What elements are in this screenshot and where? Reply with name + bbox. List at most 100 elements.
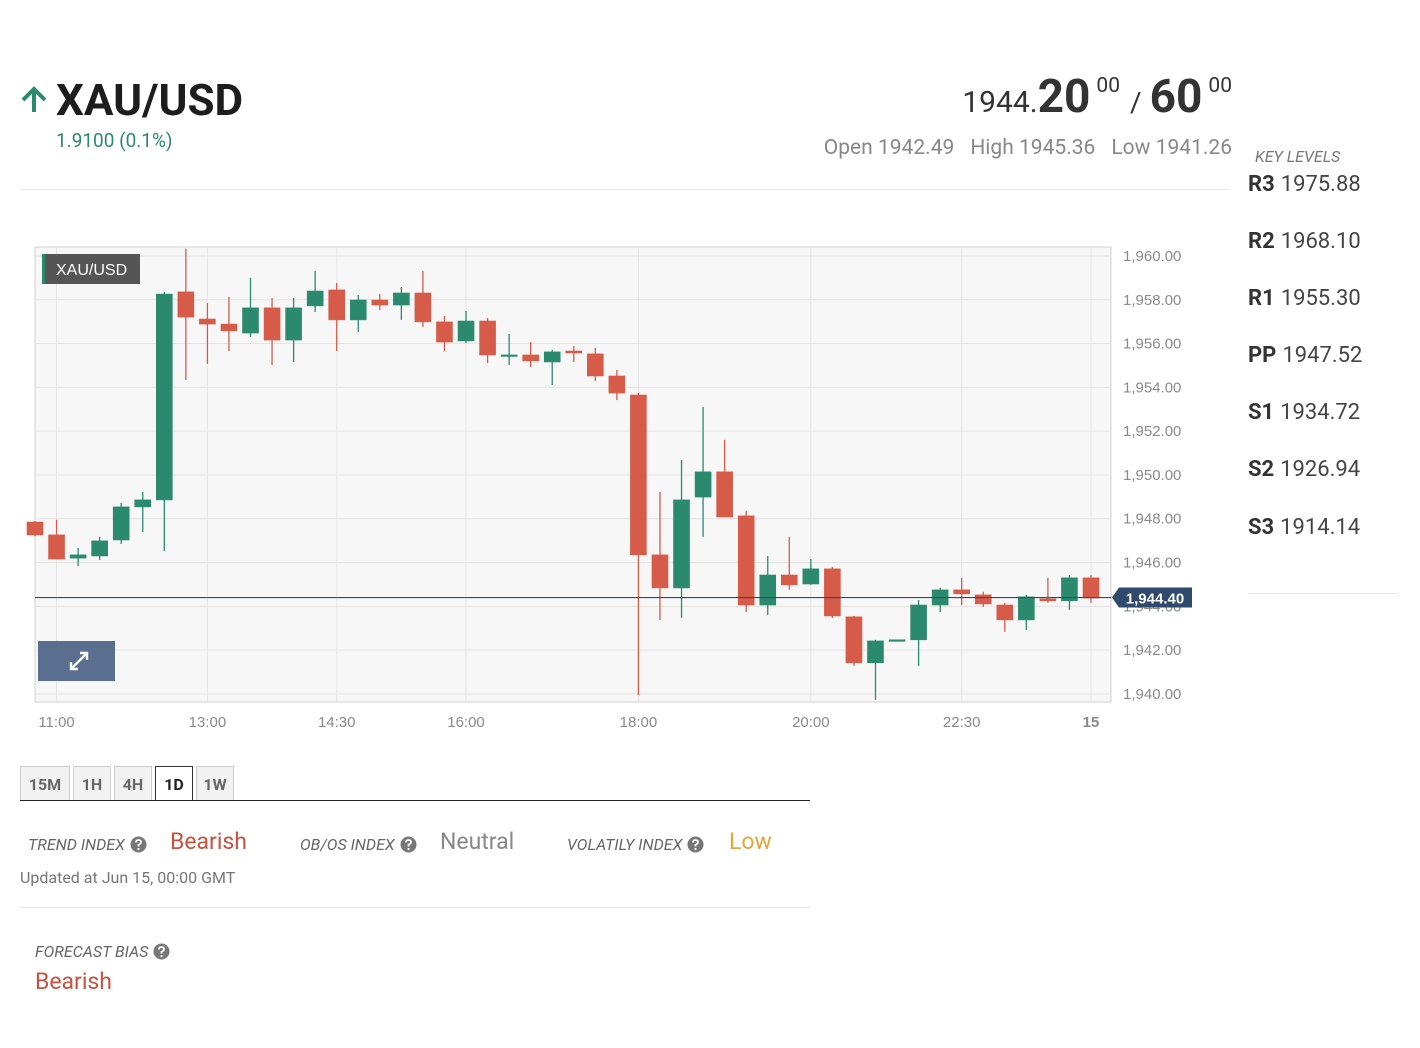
x-tick-label: 15 — [1083, 714, 1100, 731]
candle-body — [500, 354, 518, 357]
index-label-text: TREND INDEX — [28, 835, 125, 854]
candle-body — [436, 321, 453, 343]
stat-value: 1941.26 — [1155, 136, 1232, 160]
candle-body — [673, 499, 690, 589]
timeframe-tab[interactable]: 4H — [114, 766, 152, 800]
candle-body — [630, 394, 647, 556]
timeframe-tab[interactable]: 1D — [155, 766, 193, 800]
updated: Updated at Jun 15, 00:00 GMT — [20, 868, 236, 887]
candle-body — [134, 499, 152, 508]
level-name: S3 — [1248, 515, 1275, 540]
key-levels-title: KEY LEVELS — [1255, 147, 1341, 166]
candle-body — [177, 291, 195, 318]
candle-body — [1082, 577, 1100, 599]
candle-body — [393, 292, 410, 306]
candle-body — [242, 307, 259, 334]
candle-body — [112, 506, 130, 541]
help-icon[interactable] — [130, 836, 147, 853]
candle-body — [694, 471, 712, 498]
candle-body — [953, 589, 970, 595]
forecast-label-text: FORECAST BIAS — [35, 942, 149, 961]
stat: High 1945.36 — [970, 136, 1095, 160]
candle-body — [759, 574, 777, 606]
index-value: Bearish — [170, 828, 247, 855]
ask-small: 00 — [1208, 74, 1232, 98]
index-label-text: OB/OS INDEX — [300, 835, 395, 854]
candle-body — [69, 554, 87, 559]
index-label: OB/OS INDEX — [300, 835, 417, 854]
level-name: R1 — [1248, 286, 1275, 311]
stat-value: 1945.36 — [1018, 136, 1096, 160]
y-tick-label: 1,950.00 — [1123, 467, 1181, 484]
candle-body — [522, 354, 539, 362]
candle-body — [1018, 596, 1035, 621]
bid-small: 00 — [1096, 74, 1121, 98]
forecast-label: FORECAST BIAS — [35, 942, 170, 961]
ask-big: 60 — [1149, 70, 1203, 124]
help-icon[interactable] — [153, 943, 170, 960]
index-value: Low — [729, 828, 772, 855]
candle-body — [1061, 577, 1078, 602]
candle-body — [91, 540, 108, 557]
candle-body — [328, 289, 346, 321]
level-name: R2 — [1248, 229, 1275, 254]
legend-accent — [42, 254, 45, 284]
x-tick-label: 18:00 — [620, 714, 658, 731]
level-value: 1975.88 — [1280, 172, 1361, 197]
candle-body — [199, 318, 216, 325]
candle-body — [996, 604, 1014, 621]
candle-body — [414, 292, 432, 323]
candle-body — [888, 639, 906, 642]
y-tick-label: 1,948.00 — [1123, 511, 1181, 528]
y-tick-label: 1,946.00 — [1123, 555, 1181, 572]
up-arrow-icon — [21, 86, 47, 112]
stats: Open 1942.49 High 1945.36 Low 1941.26 — [808, 136, 1232, 160]
candle-body — [651, 554, 669, 589]
x-tick-label: 20:00 — [792, 714, 830, 731]
key-level: R1 1955.30 — [1248, 286, 1361, 311]
candle-body — [867, 640, 884, 664]
stat-label: Open — [823, 136, 873, 160]
chart: 1,940.001,942.001,944.001,946.001,948.00… — [26, 246, 1192, 731]
candle-body — [802, 568, 820, 585]
help-icon[interactable] — [400, 836, 417, 853]
candle-body — [974, 594, 992, 605]
timeframe-tab[interactable]: 15M — [20, 766, 70, 800]
key-level: S2 1926.94 — [1248, 457, 1360, 482]
timeframe-tabs: 15M 1H 4H 1D 1W — [20, 766, 237, 800]
key-level: R3 1975.88 — [1248, 172, 1361, 197]
change: 1.9100 (0.1%) — [56, 129, 173, 152]
expand-icon — [69, 651, 89, 671]
help-icon[interactable] — [687, 836, 704, 853]
divider — [20, 189, 1230, 190]
candle-body — [306, 290, 324, 307]
tabs-underline — [20, 800, 810, 801]
timeframe-tab[interactable]: 1H — [73, 766, 111, 800]
timeframe-tab[interactable]: 1W — [196, 766, 234, 800]
level-name: PP — [1248, 343, 1277, 368]
symbol: XAU/USD — [56, 74, 244, 126]
y-tick-label: 1,942.00 — [1123, 642, 1181, 659]
bid-big: 20 — [1037, 70, 1091, 124]
y-tick-label: 1,940.00 — [1123, 686, 1181, 703]
candle-body — [608, 375, 626, 394]
level-value: 1955.30 — [1280, 286, 1361, 311]
candle-body — [716, 471, 733, 518]
candle-body — [26, 521, 44, 536]
candle-body — [737, 515, 755, 606]
candle-body — [565, 350, 583, 354]
level-value: 1968.10 — [1280, 229, 1361, 254]
legend-label: XAU/USD — [56, 262, 127, 279]
level-name: S2 — [1248, 457, 1275, 482]
level-value: 1934.72 — [1280, 400, 1361, 425]
candle-body — [371, 299, 389, 306]
candle-body — [156, 293, 173, 501]
last-price-badge — [1112, 587, 1192, 608]
stat-label: Low — [1111, 136, 1151, 160]
key-level: S1 1934.72 — [1248, 400, 1360, 425]
candle-body — [48, 534, 65, 560]
stat-value: 1942.49 — [877, 136, 955, 160]
level-value: 1926.94 — [1280, 457, 1361, 482]
bid-prefix: 1944. — [962, 85, 1038, 120]
expand-button[interactable] — [38, 641, 115, 681]
